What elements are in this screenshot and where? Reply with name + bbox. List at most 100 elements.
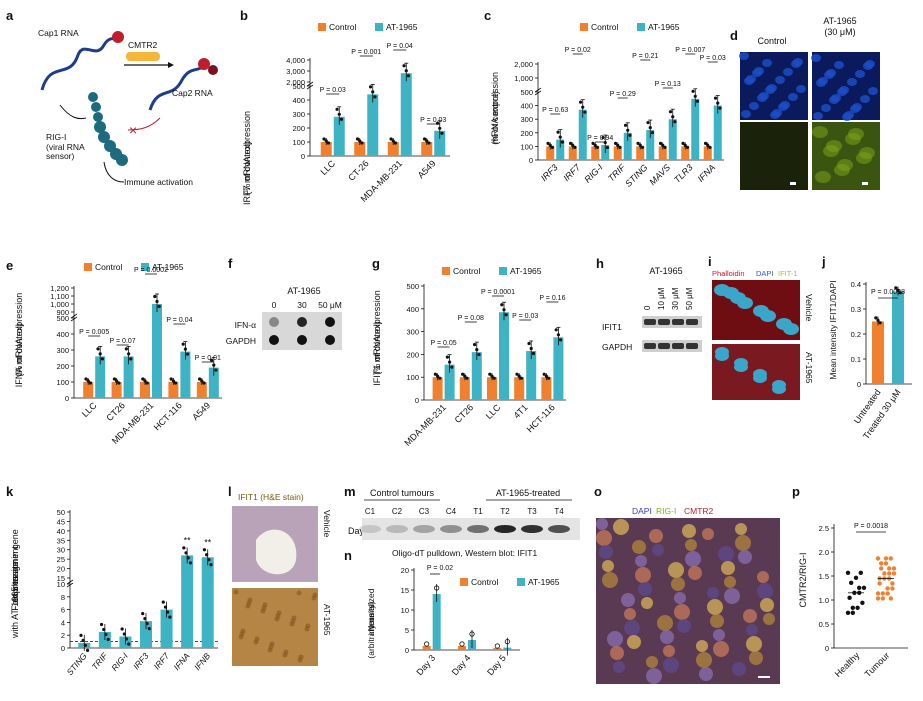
- nucleus-blob: [796, 85, 806, 93]
- panel-e-dot: [186, 352, 190, 356]
- panel-g-dot: [554, 328, 558, 332]
- nucleus-blob: [834, 61, 844, 69]
- panel-g-y-tick-label: 200: [406, 350, 419, 359]
- panel-c-dot: [706, 143, 710, 147]
- panel-p-dot: [875, 596, 881, 601]
- panel-j-y-tick-label: 0.3: [851, 305, 861, 314]
- panel-p-dot: [853, 575, 859, 580]
- panel-e-bar-treated: [208, 367, 219, 398]
- panel-b-category-label: LLC: [318, 158, 337, 177]
- panel-h-row-ifit1: IFIT1: [602, 322, 622, 332]
- panel-m-control-label: Control tumours: [370, 488, 435, 498]
- panel-e-y-tick-label: 1,000: [50, 300, 69, 309]
- panel-k-dot: [145, 622, 149, 626]
- panel-n-dot: [424, 641, 430, 647]
- panel-e-dot: [171, 379, 175, 383]
- panel-e-dot: [98, 352, 102, 356]
- panel-g-bar-treated: [444, 364, 455, 400]
- panel-c-y-tick-label: 500: [520, 88, 533, 97]
- panel-b-y-axis-title-line: IRF7 mRNA expression: [242, 111, 252, 205]
- panel-p-dot: [879, 566, 884, 571]
- panel-c-category-label: RIG-I: [582, 162, 605, 185]
- panel-g-dot: [519, 376, 524, 380]
- panel-k-bar: [181, 555, 194, 648]
- panel-m-letter: m: [344, 484, 356, 499]
- tissue-cell-blob: [713, 641, 729, 657]
- panel-n-y-axis-title-line: intensity: [366, 604, 376, 636]
- panel-p-dot: [887, 571, 892, 576]
- panel-k-dot: [184, 551, 188, 555]
- panel-c-y-tick-label: 300: [520, 115, 533, 124]
- tissue-cell-blob: [735, 535, 751, 551]
- panel-e-break-b: [70, 316, 78, 322]
- panel-c-y-axis-title-line: (% of control): [490, 91, 500, 145]
- panel-c-legend-swatch-control: [580, 23, 588, 31]
- tissue-cell-blob: [649, 529, 663, 543]
- panel-p-category-label: Tumour: [863, 650, 892, 679]
- panel-p-category-label: Healthy: [833, 650, 862, 679]
- cap2-rna-strand: [148, 64, 206, 111]
- panel-c-category-label: IRF7: [561, 162, 583, 184]
- panel-g-bar-treated: [471, 352, 482, 400]
- panel-b-break-b: [306, 84, 314, 90]
- panel-e-dot: [100, 357, 104, 361]
- panel-b-bar-treated: [333, 116, 345, 156]
- tissue-cell-blob: [707, 599, 723, 615]
- panel-c-dot: [605, 145, 610, 150]
- scale-bar: [862, 182, 868, 185]
- panel-e-bar-control: [83, 382, 94, 398]
- panel-c-dot: [640, 145, 645, 149]
- panel-m-row-label: Day 3: [348, 526, 372, 536]
- panel-h-dose: 50 μM: [685, 287, 694, 310]
- rig-i-sensor-icon: [88, 92, 98, 102]
- panel-k-dot: [188, 561, 193, 565]
- panel-k-y-tick-label: 2: [61, 631, 65, 640]
- panel-e-p-value: P = 0.0002: [134, 267, 168, 274]
- tissue-cell-blob: [613, 661, 625, 673]
- tissue-cell-blob: [624, 620, 640, 636]
- panel-p-p-value: P = 0.0018: [854, 523, 888, 530]
- western-band: [644, 343, 656, 349]
- panel-j-dot: [898, 291, 902, 295]
- panel-e-bar-control: [196, 382, 207, 398]
- panel-g-bar-control: [541, 377, 552, 400]
- panel-j-dot: [874, 316, 878, 320]
- panel-g-dot: [433, 372, 437, 376]
- nucleus-blob: [839, 86, 849, 94]
- cell-nucleus-blob: [723, 287, 739, 299]
- panel-c-dot: [548, 143, 552, 147]
- panel-n-title: Oligo-dT pulldown, Western blot: IFIT1: [392, 548, 537, 558]
- panel-c-dot: [595, 145, 600, 149]
- panel-c-dot: [593, 143, 597, 147]
- panel-g-y-tick-label: 500: [406, 282, 419, 291]
- dot-blot-spot: [269, 335, 279, 345]
- panel-n-letter: n: [344, 548, 352, 563]
- panel-c-category-label: IFNA: [696, 162, 718, 184]
- panel-g-dot: [500, 303, 504, 307]
- panel-g-legend-label-control: Control: [453, 266, 481, 276]
- panel-e-letter: e: [6, 258, 13, 273]
- panel-c-bar-treated: [691, 98, 700, 160]
- tissue-cell-blob: [746, 624, 758, 636]
- panel-k-y-tick-label: 10: [57, 580, 65, 589]
- western-band: [359, 525, 381, 533]
- panel-g-y-tick-label: 300: [406, 328, 419, 337]
- panel-k-dot: [205, 553, 209, 557]
- western-band: [386, 525, 408, 533]
- dab-stain-dot: [233, 589, 239, 595]
- panel-e-dot: [88, 381, 92, 385]
- panel-c-dot: [661, 143, 665, 147]
- tissue-cell-blob: [699, 667, 713, 681]
- panel-p-dot: [891, 566, 897, 571]
- nucleus-blob: [759, 92, 769, 100]
- panel-c-dot: [648, 125, 652, 130]
- panel-e-dot: [202, 381, 206, 385]
- panel-j-y-tick-label: 0.2: [851, 330, 861, 339]
- panel-o-letter: o: [594, 484, 602, 499]
- tissue-cell-blob: [602, 560, 614, 572]
- tissue-cell-blob: [627, 635, 641, 649]
- panel-g-p-value: P = 0.16: [539, 295, 565, 302]
- panel-k-y-tick-label: 25: [57, 555, 65, 564]
- panel-g-dot: [559, 338, 563, 342]
- tissue-cell-blob: [660, 630, 674, 644]
